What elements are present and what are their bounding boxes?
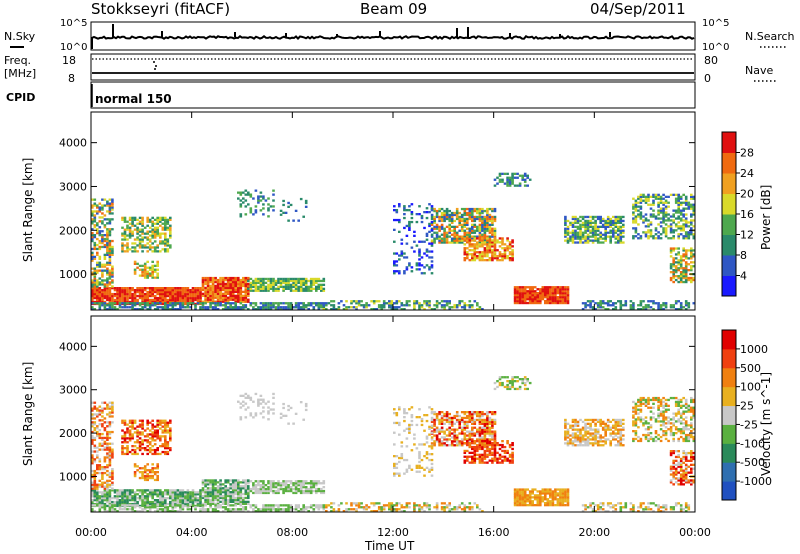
colorbar-tick-label: -100 bbox=[740, 437, 765, 450]
colorbar-swatch bbox=[722, 152, 736, 174]
nsky-trace bbox=[91, 34, 695, 41]
colorbar-tick-label: 4 bbox=[740, 270, 747, 283]
colorbar-swatch bbox=[722, 275, 736, 297]
power-colorbar: 4 8 12 16 20 24 28 bbox=[721, 131, 754, 297]
station-title: Stokkseyri (fitACF) bbox=[91, 0, 230, 18]
colorbar-swatch bbox=[722, 255, 736, 276]
power-ylabel: Slant Range [km] bbox=[21, 158, 35, 262]
colorbar-swatch bbox=[722, 367, 736, 388]
colorbar-swatch bbox=[722, 443, 736, 463]
colorbar-tick-label: -1000 bbox=[740, 475, 772, 488]
range-tick-label: 1000 bbox=[59, 470, 87, 483]
sky-tick-hi-right: 10^5 bbox=[702, 18, 729, 29]
colorbar-tick-label: 25 bbox=[740, 400, 754, 413]
sky-tick-lo-right: 10^0 bbox=[702, 42, 729, 53]
range-tick-label: 2000 bbox=[59, 427, 87, 440]
freq-label: Freq. bbox=[4, 54, 31, 67]
freq-tick-8: 8 bbox=[68, 72, 75, 85]
power-colorbar-label: Power [dB] bbox=[759, 185, 773, 250]
colorbar-tick-label: 8 bbox=[740, 249, 747, 262]
time-tick-label: 16:00 bbox=[478, 526, 510, 539]
power-heatmap bbox=[91, 172, 696, 311]
velocity-heatmap bbox=[91, 376, 696, 513]
sky-tick-lo-left: 10^0 bbox=[60, 42, 87, 53]
range-tick-label: 4000 bbox=[59, 137, 87, 150]
velocity-colorbar-label: Velocity [m s^-1] bbox=[759, 372, 773, 476]
colorbar-tick-label: -500 bbox=[740, 456, 765, 469]
colorbar-tick-label: -25 bbox=[740, 418, 758, 431]
cpid-panel: CPID normal 150 bbox=[6, 81, 696, 109]
nsky-label: N.Sky bbox=[4, 30, 36, 43]
nave-label: Nave bbox=[745, 64, 773, 77]
freq-panel: Freq. [MHz] 18 8 80 0 Nave bbox=[4, 53, 776, 85]
time-tick-label: 12:00 bbox=[377, 526, 409, 539]
time-tick-label: 00:00 bbox=[679, 526, 711, 539]
nsky-spikes bbox=[91, 24, 611, 49]
velocity-y-axis: 1000 2000 3000 4000 bbox=[59, 340, 695, 483]
colorbar-swatch bbox=[722, 234, 736, 256]
colorbar-tick-label: 20 bbox=[740, 188, 754, 201]
colorbar-tick-label: 500 bbox=[740, 362, 761, 375]
sky-tick-hi-left: 10^5 bbox=[60, 18, 87, 29]
date-title: 04/Sep/2011 bbox=[590, 0, 686, 18]
colorbar-swatch bbox=[722, 173, 736, 194]
range-tick-label: 3000 bbox=[59, 384, 87, 397]
colorbar-swatch bbox=[722, 424, 736, 444]
colorbar-tick-label: 1000 bbox=[740, 343, 768, 356]
range-tick-label: 4000 bbox=[59, 340, 87, 353]
colorbar-swatch bbox=[722, 193, 736, 215]
freq-tick-18: 18 bbox=[62, 54, 76, 67]
cpid-mode: normal 150 bbox=[95, 92, 172, 106]
range-tick-label: 2000 bbox=[59, 224, 87, 237]
cpid-label: CPID bbox=[6, 91, 35, 104]
colorbar-swatch bbox=[722, 386, 736, 407]
colorbar-swatch bbox=[722, 214, 736, 235]
colorbar-tick-label: 16 bbox=[740, 208, 754, 221]
colorbar-swatch bbox=[722, 348, 736, 369]
freq-unit-label: [MHz] bbox=[4, 67, 36, 80]
velocity-colorbar: 1000 500 100 25 -25 -100 -500 -1000 bbox=[721, 329, 772, 501]
noise-panel: N.Sky 10^5 10^0 10^5 10^0 N.Search bbox=[4, 18, 795, 53]
velocity-panel: 1000 2000 3000 4000 Slant Range [km] 1000 50… bbox=[21, 315, 773, 513]
nsearch-label: N.Search bbox=[745, 30, 795, 43]
colorbar-tick-label: 12 bbox=[740, 229, 754, 242]
colorbar-swatch bbox=[722, 462, 736, 482]
colorbar-swatch bbox=[722, 405, 736, 425]
colorbar-tick-label: 24 bbox=[740, 167, 754, 180]
time-tick-label: 00:00 bbox=[75, 526, 107, 539]
nave-tick-80: 80 bbox=[704, 54, 718, 67]
range-tick-label: 3000 bbox=[59, 180, 87, 193]
colorbar-tick-label: 100 bbox=[740, 381, 761, 394]
time-tick-label: 08:00 bbox=[276, 526, 308, 539]
time-tick-label: 20:00 bbox=[578, 526, 610, 539]
power-panel: 1000 2000 3000 4000 Slant Range [km] 4 8 12 16… bbox=[21, 111, 773, 311]
colorbar-swatch bbox=[722, 132, 736, 153]
velocity-ylabel: Slant Range [km] bbox=[21, 362, 35, 466]
nave-tick-0: 0 bbox=[704, 72, 711, 85]
range-tick-label: 1000 bbox=[59, 268, 87, 281]
colorbar-tick-label: 28 bbox=[740, 147, 754, 160]
colorbar-swatch bbox=[722, 481, 736, 501]
time-axis: 00:00 04:00 08:00 12:00 16:00 20:00 00:00 bbox=[75, 112, 711, 539]
time-tick-label: 04:00 bbox=[176, 526, 208, 539]
power-y-axis: 1000 2000 3000 4000 bbox=[59, 137, 695, 281]
time-axis-label: Time UT bbox=[364, 539, 415, 553]
colorbar-swatch bbox=[722, 330, 736, 350]
beam-title: Beam 09 bbox=[360, 0, 427, 18]
